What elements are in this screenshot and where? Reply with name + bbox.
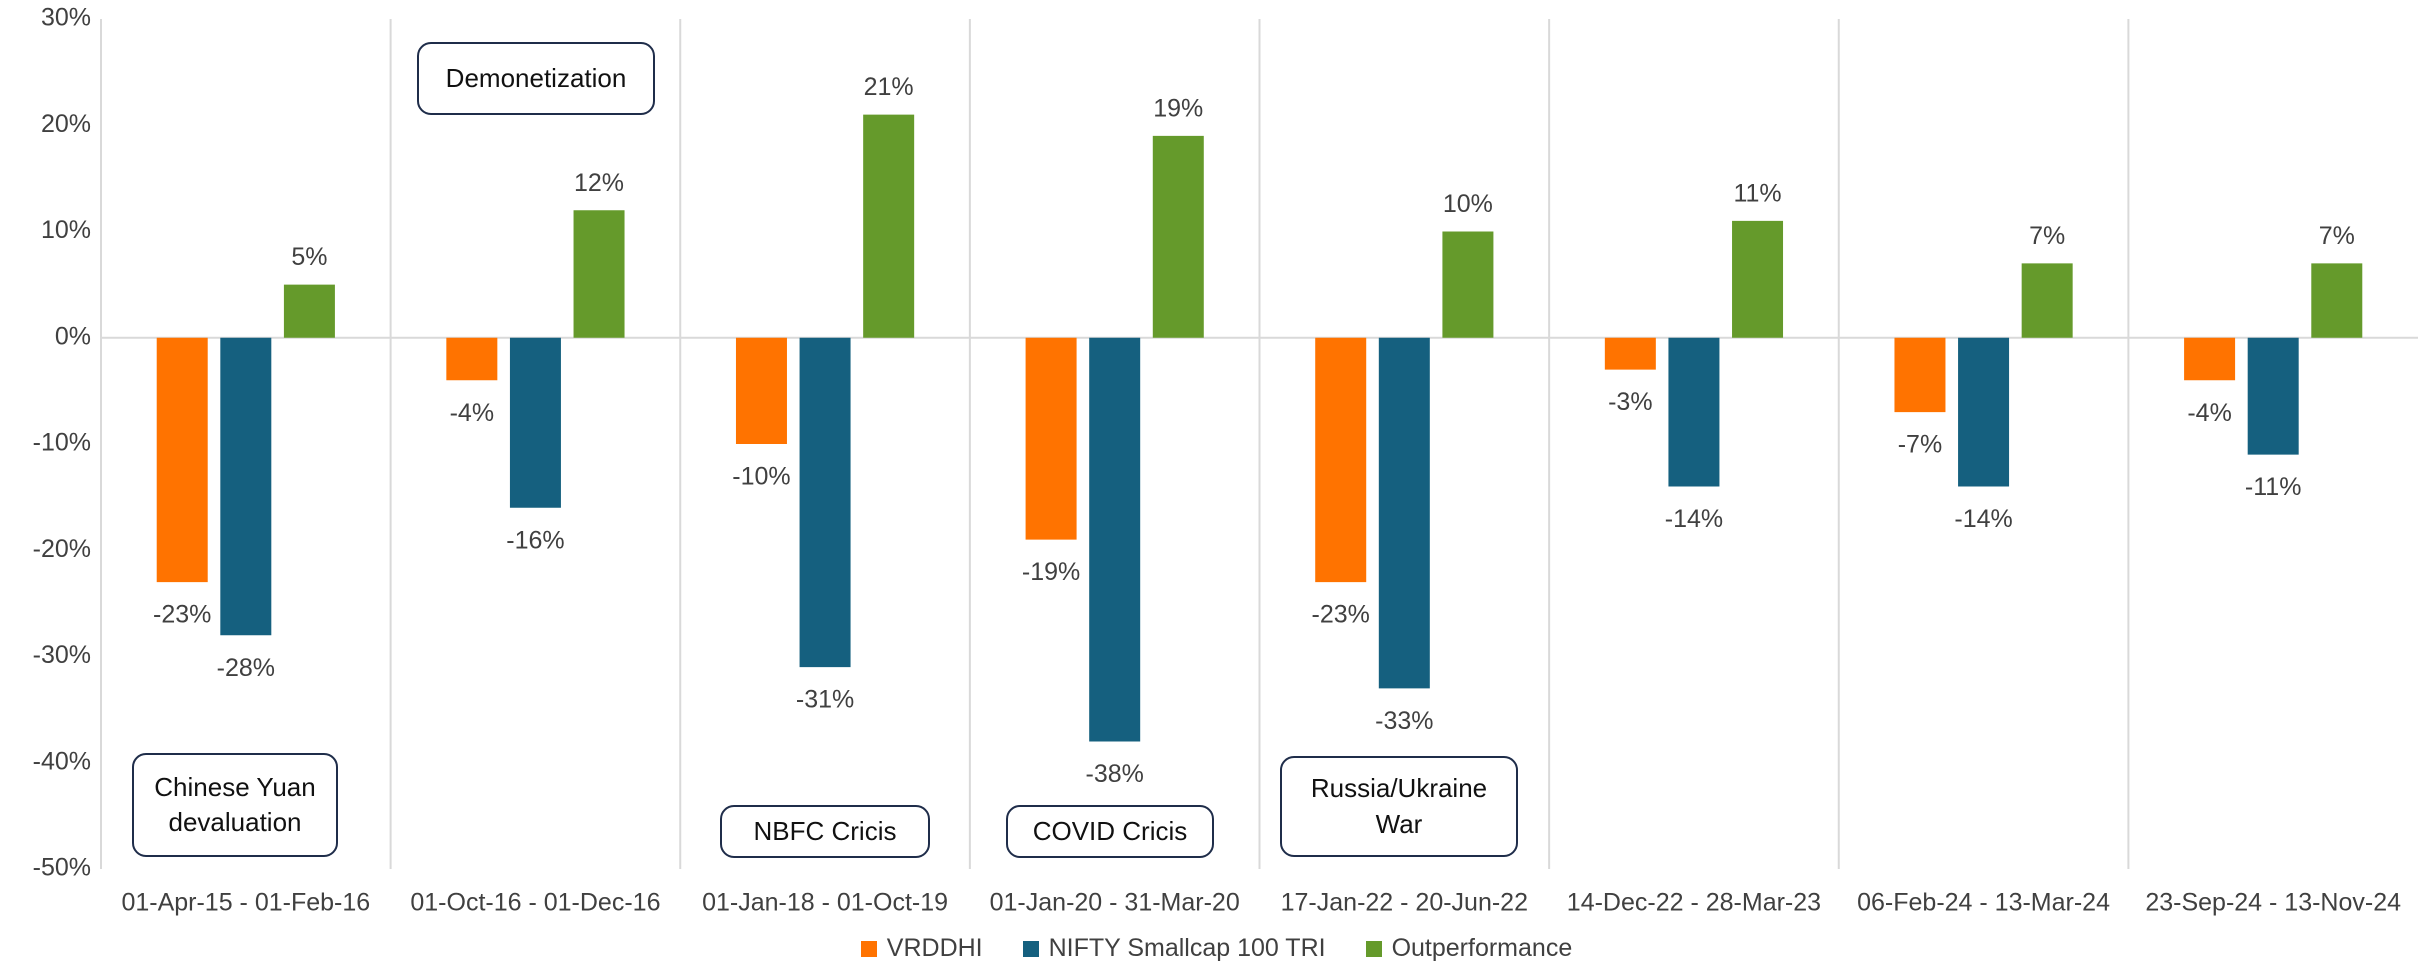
data-label: 19% — [1153, 94, 1203, 122]
annotation: Demonetization — [417, 42, 655, 115]
bar — [1604, 337, 1656, 370]
data-label: 12% — [574, 169, 624, 197]
bar — [2311, 263, 2363, 338]
data-label: -23% — [153, 601, 211, 629]
data-label: -33% — [1375, 707, 1433, 735]
data-label: 7% — [2029, 222, 2065, 250]
bar — [446, 337, 498, 381]
legend-swatch — [1365, 940, 1382, 957]
data-label: 11% — [1733, 179, 1781, 207]
bar — [283, 284, 335, 338]
bar — [509, 337, 561, 508]
legend-item: Outperformance — [1365, 934, 1573, 963]
data-label: -23% — [1312, 601, 1370, 629]
bar — [1315, 337, 1367, 583]
data-label: -4% — [450, 399, 494, 427]
y-tick-label: -10% — [33, 429, 91, 457]
data-label: -4% — [2187, 399, 2231, 427]
bar — [1442, 231, 1494, 338]
data-label: 7% — [2319, 222, 2355, 250]
data-label: -10% — [732, 463, 790, 491]
bar — [1958, 337, 2010, 487]
bar — [863, 114, 915, 338]
x-tick-label: 17-Jan-22 - 20-Jun-22 — [1281, 889, 1528, 917]
data-label: -38% — [1086, 760, 1144, 788]
data-label: 5% — [291, 243, 327, 271]
y-tick-label: -40% — [33, 747, 91, 775]
bar — [1894, 337, 1946, 413]
annotation: COVID Cricis — [1006, 805, 1214, 858]
annotation: Chinese Yuan devaluation — [132, 753, 338, 857]
bar — [735, 337, 787, 444]
data-label: 21% — [864, 73, 914, 101]
bar — [2184, 337, 2236, 381]
data-label: -19% — [1022, 558, 1080, 586]
x-tick-label: 01-Apr-15 - 01-Feb-16 — [121, 889, 370, 917]
y-tick-label: 10% — [41, 216, 91, 244]
data-label: -28% — [217, 654, 275, 682]
x-tick-label: 14-Dec-22 - 28-Mar-23 — [1567, 889, 1821, 917]
x-tick-label: 06-Feb-24 - 13-Mar-24 — [1857, 889, 2110, 917]
x-tick-label: 01-Jan-20 - 31-Mar-20 — [990, 889, 1240, 917]
y-tick-label: 30% — [41, 4, 91, 32]
y-tick-label: -30% — [33, 641, 91, 669]
data-label: -14% — [1665, 505, 1723, 533]
bar — [799, 337, 851, 668]
data-label: -14% — [1954, 505, 2012, 533]
y-tick-label: 0% — [55, 322, 91, 350]
data-label: -16% — [506, 526, 564, 554]
y-tick-label: -50% — [33, 854, 91, 882]
data-label: -11% — [2245, 473, 2302, 501]
x-tick-label: 23-Sep-24 - 13-Nov-24 — [2145, 889, 2401, 917]
data-label: -7% — [1898, 431, 1942, 459]
x-tick-label: 01-Oct-16 - 01-Dec-16 — [410, 889, 660, 917]
bar — [2247, 337, 2299, 455]
annotation: Russia/Ukraine War — [1280, 756, 1518, 857]
bar — [2021, 263, 2073, 338]
data-label: -3% — [1608, 388, 1652, 416]
bar — [156, 337, 208, 583]
legend-swatch — [1022, 940, 1039, 957]
legend-label: NIFTY Smallcap 100 TRI — [1048, 934, 1326, 962]
legend-item: NIFTY Smallcap 100 TRI — [1022, 934, 1326, 963]
annotation: NBFC Cricis — [720, 805, 930, 858]
bar — [573, 210, 625, 338]
legend-item: VRDDHI — [860, 934, 983, 963]
legend: VRDDHI NIFTY Smallcap 100 TRI Outperforman… — [0, 934, 2433, 963]
data-label: -31% — [796, 686, 854, 714]
bar — [1732, 220, 1784, 338]
bar — [1378, 337, 1430, 689]
x-tick-label: 01-Jan-18 - 01-Oct-19 — [702, 889, 948, 917]
data-label: 10% — [1443, 190, 1493, 218]
bar — [1025, 337, 1077, 540]
legend-swatch — [860, 940, 877, 957]
y-tick-label: -20% — [33, 535, 91, 563]
legend-label: Outperformance — [1391, 934, 1573, 962]
bar — [1668, 337, 1720, 487]
legend-label: VRDDHI — [886, 934, 983, 962]
bar — [1089, 337, 1141, 742]
y-tick-label: 20% — [41, 110, 91, 138]
bar — [1152, 135, 1204, 338]
bar — [220, 337, 272, 636]
